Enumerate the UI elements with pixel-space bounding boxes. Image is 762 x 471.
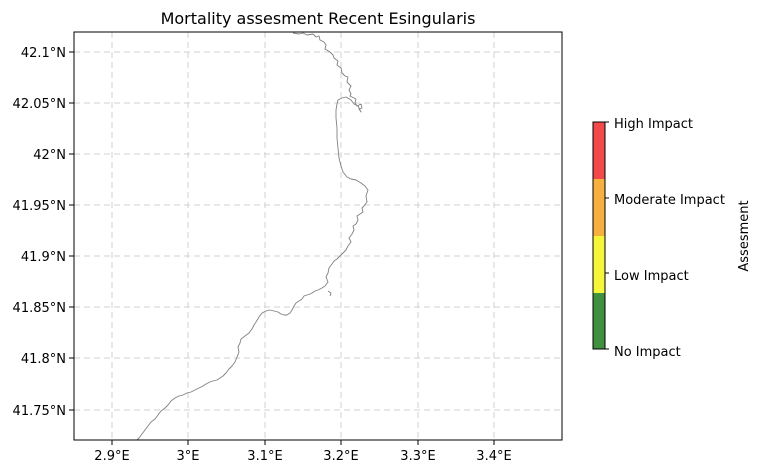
colorbar-segment-no-impact [593,292,605,349]
colorbar-segment-low-impact [593,236,605,293]
x-tick-label: 3°E [177,449,200,464]
coastline [136,32,369,441]
y-tick-label: 42°N [33,148,66,163]
colorbar-tick-label: Low Impact [614,269,689,284]
x-axis: 2.9°E 3°E 3.1°E 3.2°E 3.3°E 3.4°E [94,440,512,464]
map-frame [73,31,563,441]
y-tick-label: 42.1°N [21,46,66,61]
y-tick-label: 41.9°N [21,250,66,265]
colorbar-axis-label: Assesment [737,200,752,271]
x-tick-label: 3.3°E [400,449,435,464]
coastline-islet [327,290,332,297]
colorbar-segment-high-impact [593,122,605,179]
y-tick-label: 41.95°N [13,199,66,214]
x-tick-label: 3.4°E [476,449,511,464]
colorbar-segment-moderate-impact [593,179,605,236]
map-axes: 2.9°E 3°E 3.1°E 3.2°E 3.3°E 3.4°E 42.1°N… [13,31,563,464]
colorbar-tick-label: No Impact [614,345,681,360]
x-tick-label: 3.2°E [323,449,358,464]
y-tick-label: 41.75°N [13,404,66,419]
map-title: Mortality assesment Recent Esingularis [161,9,476,28]
y-tick-label: 41.8°N [21,352,66,367]
x-tick-label: 2.9°E [94,449,129,464]
y-tick-label: 42.05°N [13,97,66,112]
colorbar-tick-label: High Impact [614,117,693,132]
x-tick-label: 3.1°E [247,449,282,464]
gridlines [74,32,562,440]
colorbar-frame [592,121,606,350]
y-axis: 42.1°N 42.05°N 42°N 41.95°N 41.9°N 41.85… [13,46,74,419]
colorbar-tick-label: Moderate Impact [614,193,725,208]
colorbar: No Impact Low Impact Moderate Impact Hig… [592,117,752,360]
y-tick-label: 41.85°N [13,301,66,316]
map-background [74,32,562,440]
